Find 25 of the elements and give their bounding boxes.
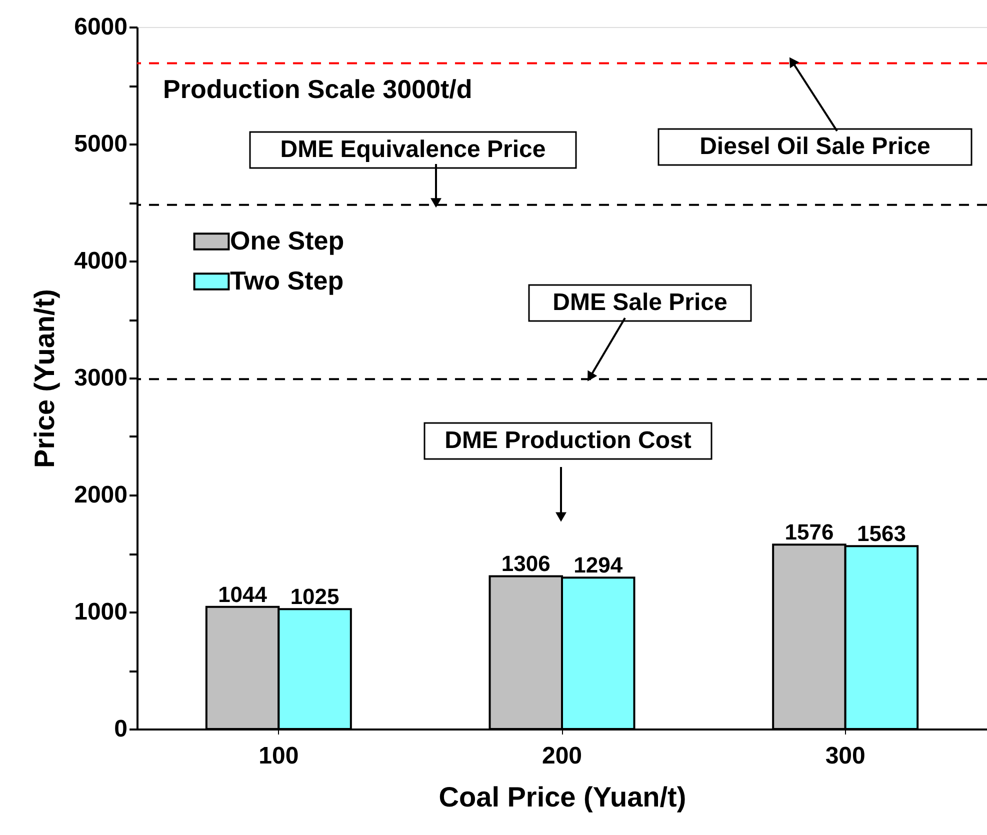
ref-line-label: Diesel Oil Sale Price [700,133,930,160]
y-tick-label: 1000 [74,598,128,626]
data-label: 1576 [784,520,834,545]
y-tick-label: 3000 [74,364,128,392]
y-tick-label: 6000 [74,14,128,40]
y-tick-label: 4000 [74,248,128,274]
ref-line-label: DME Equivalence Price [280,136,546,163]
legend-label: One Step [230,226,344,256]
annotation: Production Scale 3000t/d [163,74,472,104]
y-tick-label: 0 [114,716,128,742]
x-axis-title: Coal Price (Yuan/t) [438,782,686,812]
x-tick-label: 100 [258,742,299,770]
y-tick-label: 5000 [74,130,128,158]
data-label: 1563 [856,521,906,546]
y-axis-title: Price (Yuan/t) [29,289,60,468]
data-label: 1294 [574,552,624,578]
data-label: 1044 [218,582,268,607]
x-tick-label: 200 [542,742,582,770]
y-tick-label: 2000 [74,482,128,508]
data-label: 1025 [290,584,340,610]
ref-line-label: DME Sale Price [552,289,728,316]
data-label: 1306 [501,551,550,576]
x-tick-label: 300 [825,742,866,770]
annotation: DME Production Cost [444,427,692,454]
legend-label: Two Step [230,266,344,296]
